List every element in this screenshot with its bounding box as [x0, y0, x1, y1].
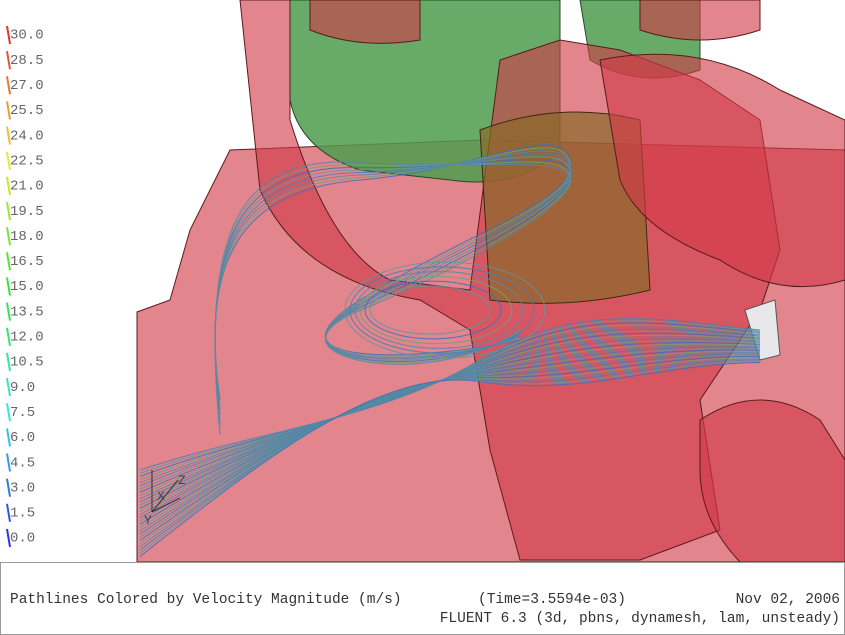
colorbar-swatch — [6, 478, 11, 497]
pathline — [139, 361, 761, 557]
colorbar-swatch — [6, 50, 11, 70]
pathline — [139, 322, 761, 477]
pathline — [344, 261, 546, 359]
colorbar-swatch — [6, 176, 11, 196]
pathline — [214, 153, 572, 416]
pathline — [214, 156, 572, 421]
colorbar-label: 7.5 — [10, 405, 35, 421]
pathline — [214, 161, 572, 436]
colorbar-swatch — [6, 503, 11, 523]
pathline — [354, 271, 524, 349]
colorbar-label: 16.5 — [10, 254, 44, 270]
pathline — [139, 338, 761, 503]
pathline — [139, 326, 761, 484]
triad-axis — [151, 479, 179, 513]
pathline — [139, 328, 761, 487]
colorbar-swatch — [6, 151, 11, 170]
colorbar: 30.0 28.5 27.0 25.5 24.0 22.5 21.0 19.5 18.0 16.5… — [6, 25, 44, 548]
pathline — [359, 275, 513, 345]
colorbar-swatch — [6, 126, 11, 145]
lobe-lower-right — [699, 399, 845, 563]
rotor-right — [599, 53, 845, 288]
colorbar-label: 4.5 — [10, 455, 35, 471]
colorbar-swatch — [6, 352, 11, 372]
colorbar-swatch — [6, 201, 11, 221]
colorbar-label: 18.0 — [10, 229, 44, 245]
geometry — [136, 0, 845, 563]
pathline — [349, 266, 535, 354]
colorbar-label: 21.0 — [10, 179, 44, 195]
colorbar-swatch — [6, 327, 11, 346]
colorbar-label: 3.0 — [10, 480, 35, 496]
pathline — [139, 320, 761, 474]
colorbar-label: 9.0 — [10, 380, 35, 396]
colorbar-label: 0.0 — [10, 531, 35, 547]
colorbar-swatch — [6, 76, 11, 95]
colorbar-label: 10.5 — [10, 355, 44, 371]
pathline — [364, 280, 502, 340]
caption-date: Nov 02, 2006 — [736, 592, 840, 608]
colorbar-label: 15.0 — [10, 279, 44, 295]
pathline — [139, 334, 761, 497]
pathline — [139, 332, 761, 493]
colorbar-label: 27.0 — [10, 78, 44, 94]
pathline — [139, 324, 761, 481]
colorbar-swatch — [6, 25, 11, 45]
lobe-top — [309, 0, 421, 44]
pathlines — [139, 144, 761, 557]
colorbar-swatch — [6, 252, 11, 271]
pathline — [139, 340, 761, 506]
colorbar-label: 13.5 — [10, 304, 44, 320]
colorbar-label: 28.5 — [10, 53, 44, 69]
colorbar-label: 6.0 — [10, 430, 35, 446]
caption-solver: FLUENT 6.3 (3d, pbns, dynamesh, lam, uns… — [440, 611, 840, 627]
caption-box — [0, 562, 845, 635]
triad-label: Y — [144, 513, 152, 528]
colorbar-swatch — [6, 302, 11, 321]
colorbar-swatch — [6, 227, 11, 246]
caption-title: Pathlines Colored by Velocity Magnitude … — [10, 592, 402, 608]
caption-time: (Time=3.5594e-03) — [478, 592, 626, 608]
colorbar-swatch — [6, 528, 11, 548]
colorbar-swatch — [6, 428, 11, 447]
pathline — [214, 158, 572, 426]
pathline — [139, 336, 761, 500]
colorbar-swatch — [6, 277, 11, 296]
pathline — [139, 330, 761, 490]
pathline — [214, 161, 572, 431]
colorbar-swatch — [6, 101, 11, 120]
colorbar-swatch — [6, 403, 11, 422]
colorbar-swatch — [6, 377, 11, 397]
pathline — [214, 150, 572, 411]
colorbar-label: 30.0 — [10, 28, 44, 44]
triad-label: Z — [178, 473, 186, 488]
colorbar-label: 24.0 — [10, 128, 44, 144]
lobe-top-right — [639, 0, 761, 41]
colorbar-label: 22.5 — [10, 153, 44, 169]
triad-axis — [151, 497, 181, 513]
pathline — [369, 285, 491, 335]
colorbar-label: 12.0 — [10, 330, 44, 346]
pathline — [139, 318, 761, 471]
colorbar-swatch — [6, 453, 11, 472]
colorbar-label: 25.5 — [10, 103, 44, 119]
colorbar-label: 1.5 — [10, 506, 35, 522]
triad-label: X — [157, 489, 165, 504]
colorbar-label: 19.5 — [10, 204, 44, 220]
axis-triad: X Y Z — [144, 470, 186, 528]
